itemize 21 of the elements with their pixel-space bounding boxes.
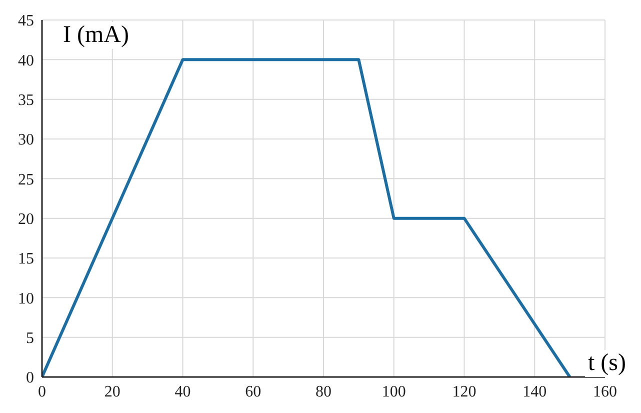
y-tick-label: 15 — [18, 250, 34, 268]
y-tick-label: 45 — [18, 12, 34, 30]
x-axis-title: t (s) — [585, 350, 629, 377]
x-tick-label: 100 — [382, 383, 406, 400]
x-tick-label: 80 — [316, 383, 332, 400]
y-tick-label: 40 — [18, 52, 34, 70]
y-tick-label: 20 — [18, 211, 34, 228]
x-tick-label: 140 — [522, 383, 547, 400]
x-tick-label: 40 — [174, 383, 191, 400]
y-tick-label: 25 — [18, 171, 34, 188]
x-tick-label: 120 — [452, 383, 476, 400]
x-tick-label: 160 — [593, 383, 617, 400]
y-tick-label: 10 — [18, 290, 34, 308]
y-tick-label: 5 — [26, 330, 34, 348]
x-tick-label: 20 — [104, 383, 120, 400]
y-axis-title: I (mA) — [60, 22, 132, 49]
y-tick-label: 30 — [18, 132, 34, 149]
x-tick-label: 0 — [38, 383, 46, 400]
y-tick-label: 0 — [26, 370, 34, 387]
x-tick-label: 60 — [245, 383, 262, 400]
y-tick-label: 35 — [18, 92, 34, 110]
